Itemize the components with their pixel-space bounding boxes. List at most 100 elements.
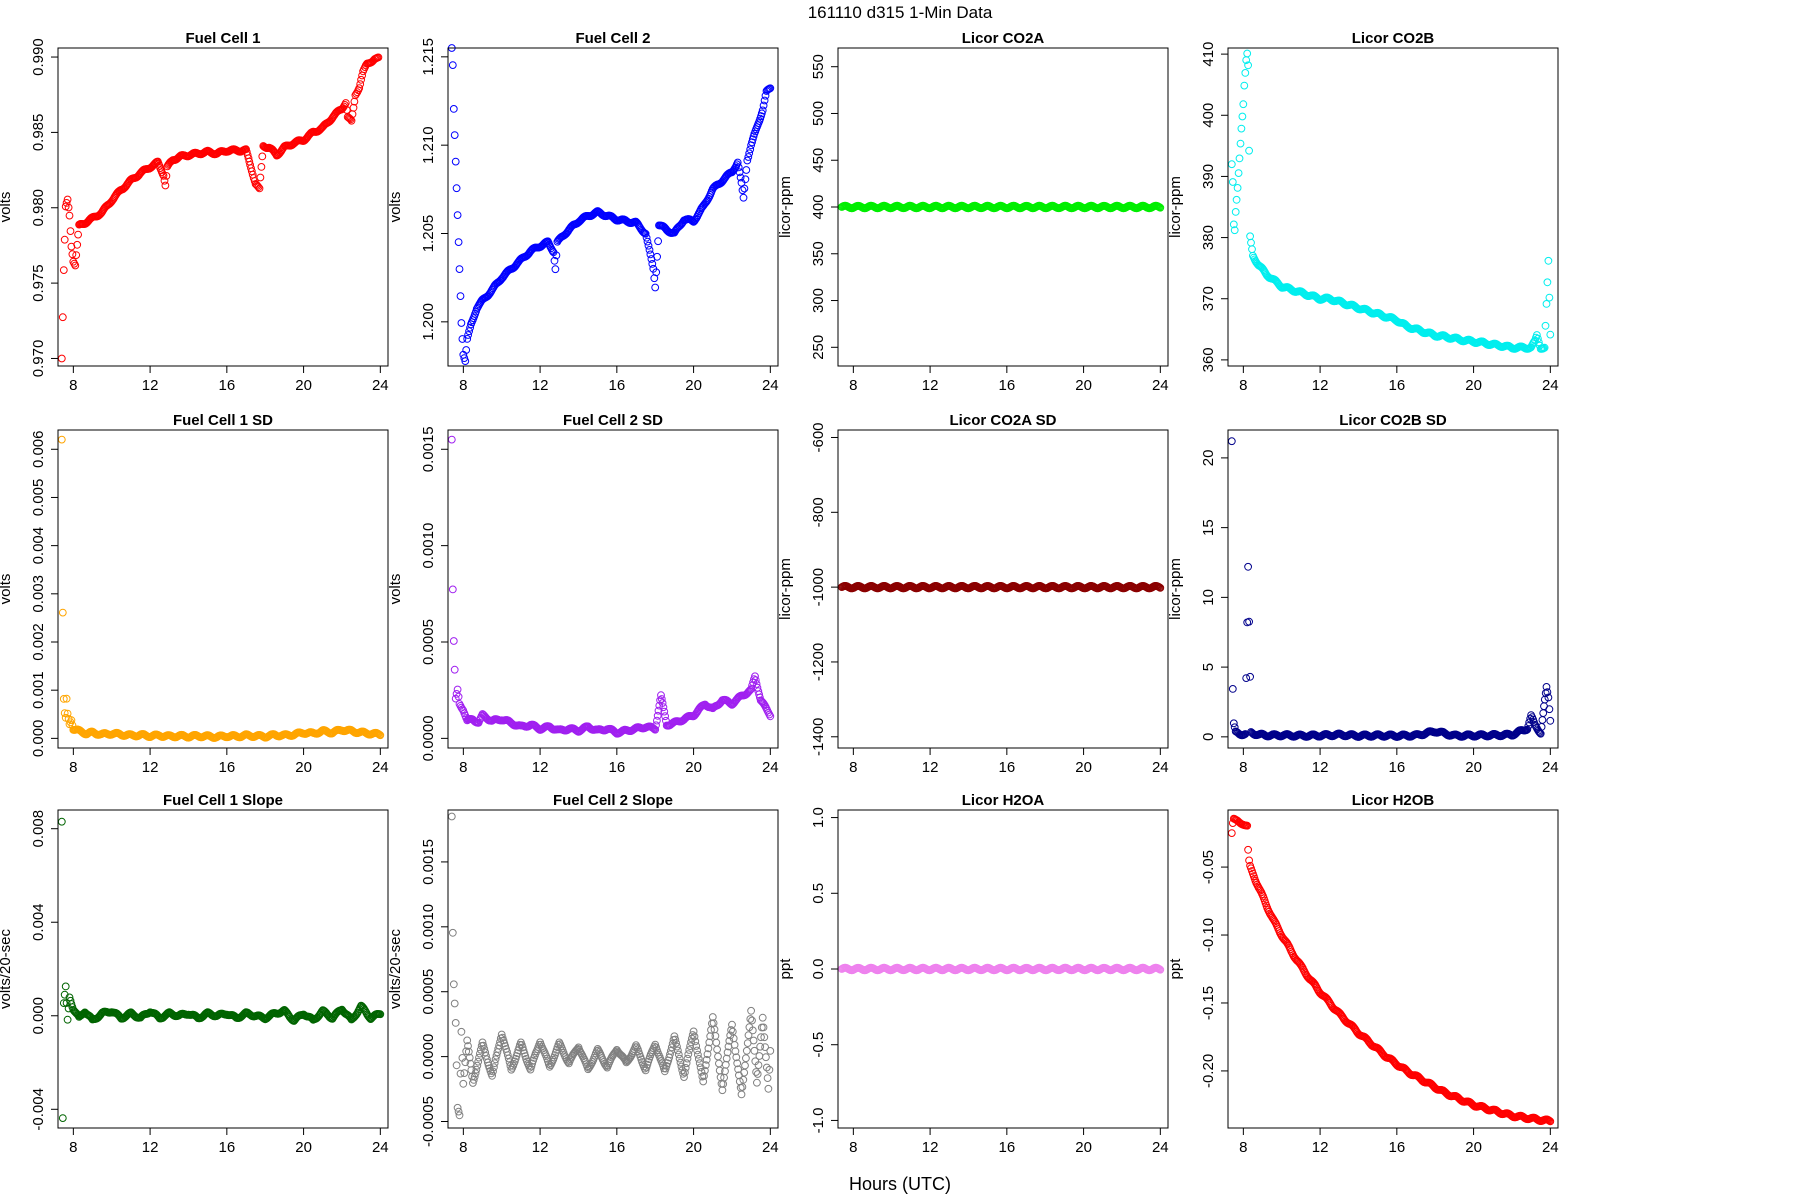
data-point: [697, 1068, 706, 1076]
panel-ylabel: volts: [387, 574, 404, 605]
data-point: [64, 203, 73, 212]
data-point: [1233, 184, 1242, 192]
data-point: [738, 186, 747, 195]
data-point: [1237, 124, 1246, 133]
data-point: [1282, 937, 1290, 946]
data-point: [476, 1045, 485, 1054]
data-point: [455, 265, 464, 274]
data-point: [748, 138, 756, 147]
panel-points: [57, 817, 385, 1122]
data-point: [1239, 100, 1248, 109]
x-tick-label: 20: [295, 1139, 312, 1156]
data-point: [739, 193, 748, 202]
data-point: [470, 1072, 479, 1081]
data-point: [759, 699, 768, 707]
panel-title: Fuel Cell 1 SD: [173, 412, 273, 429]
data-point: [732, 1053, 741, 1062]
data-point: [745, 149, 754, 158]
data-point: [748, 1026, 757, 1035]
data-point: [488, 1071, 497, 1080]
x-tick-label: 24: [762, 1139, 779, 1156]
x-tick-label: 20: [685, 1139, 702, 1156]
data-point: [651, 283, 660, 292]
x-tick-label: 12: [1312, 759, 1329, 776]
data-point: [653, 711, 662, 720]
data-point: [67, 242, 76, 251]
data-point: [762, 1063, 771, 1072]
x-tick-label: 8: [459, 1139, 467, 1156]
data-point: [738, 1083, 747, 1091]
data-point: [752, 680, 761, 688]
data-point: [463, 335, 472, 343]
x-tick-label: 16: [218, 377, 235, 394]
panel-points: [1227, 49, 1555, 353]
data-point: [448, 61, 457, 69]
data-point: [742, 1054, 750, 1063]
data-point: [661, 712, 669, 721]
panel-points: [837, 201, 1165, 213]
data-point: [683, 1054, 692, 1063]
data-point: [254, 183, 263, 192]
plot-frame: [837, 429, 1169, 749]
data-point: [652, 268, 661, 277]
data-point: [759, 1023, 768, 1032]
data-point: [59, 266, 68, 275]
y-tick-label: 0.5: [810, 883, 827, 904]
data-point: [752, 1068, 760, 1076]
data-point: [687, 216, 696, 225]
y-tick-label: 0.985: [30, 114, 47, 152]
data-point: [1246, 672, 1254, 681]
data-point: [757, 1033, 765, 1042]
data-point: [760, 96, 769, 105]
y-tick-label: 0.0015: [420, 839, 437, 885]
data-point: [746, 145, 755, 154]
x-tick-label: 24: [1152, 759, 1169, 776]
data-point: [59, 695, 68, 703]
data-point: [453, 685, 462, 694]
x-tick-label: 20: [1075, 759, 1092, 776]
plot-frame: [1227, 809, 1559, 1129]
data-point: [692, 1042, 701, 1050]
data-point: [66, 227, 75, 236]
data-point: [374, 730, 383, 738]
x-tick-label: 16: [998, 1139, 1015, 1156]
data-point: [452, 184, 461, 193]
plot-frame: [1227, 429, 1559, 749]
y-tick-label: 0: [1200, 733, 1217, 741]
plot-frame: [57, 47, 389, 367]
data-point: [461, 357, 470, 366]
data-point: [489, 1067, 497, 1076]
data-point: [742, 1046, 751, 1055]
data-point: [1534, 334, 1542, 343]
y-tick-label: 5: [1200, 663, 1217, 671]
data-point: [376, 1010, 385, 1019]
y-tick-label: 0.003: [30, 575, 47, 613]
data-point: [757, 109, 766, 118]
data-point: [651, 725, 660, 734]
panel-points: [1227, 814, 1555, 1126]
panel-points: [447, 435, 775, 738]
data-point: [675, 1054, 684, 1063]
x-tick-label: 16: [218, 1139, 235, 1156]
data-point: [1231, 208, 1240, 216]
data-point: [1546, 1117, 1555, 1126]
data-point: [58, 313, 67, 322]
x-tick-label: 12: [922, 759, 939, 776]
data-point: [448, 928, 457, 937]
data-point: [457, 1027, 466, 1036]
plot-frame: [447, 429, 779, 749]
data-point: [753, 1078, 761, 1087]
data-point: [687, 1038, 695, 1047]
data-point: [714, 1052, 722, 1061]
data-point: [474, 1057, 483, 1066]
data-point: [67, 716, 76, 725]
data-point: [766, 84, 775, 93]
data-point: [1154, 582, 1163, 591]
data-point: [690, 217, 699, 225]
data-point: [447, 812, 456, 821]
data-point: [723, 1048, 732, 1057]
data-point: [550, 256, 559, 265]
data-point: [742, 166, 751, 174]
